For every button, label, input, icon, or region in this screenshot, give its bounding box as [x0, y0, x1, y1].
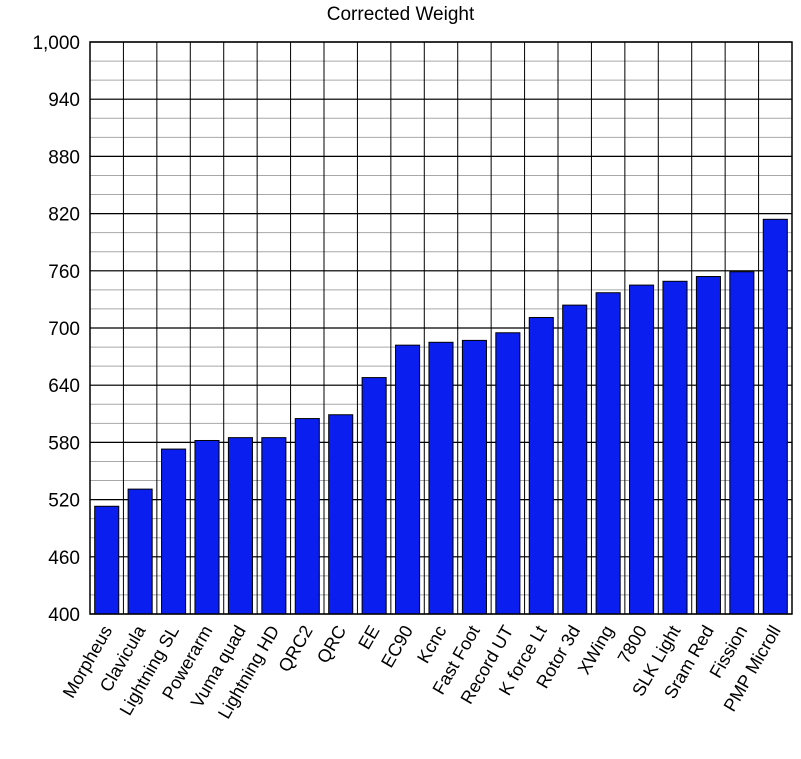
bar-sram-red — [695, 276, 721, 615]
bar-ee — [361, 377, 387, 615]
bars — [94, 218, 788, 615]
y-tick-label: 400 — [48, 605, 80, 626]
x-tick-label: QRC — [313, 622, 350, 667]
y-tick-label: 640 — [48, 376, 80, 397]
x-tick-label: QRC2 — [274, 622, 316, 675]
y-tick-label: 940 — [48, 90, 80, 111]
bar-vuma-quad — [227, 437, 253, 615]
bar-k-force-lt — [528, 317, 554, 615]
bar-slk-light — [662, 280, 688, 615]
bar-pmp-microll — [762, 218, 788, 615]
bar-fission — [729, 271, 755, 615]
chart-title: Corrected Weight — [326, 4, 475, 25]
y-tick-label: 460 — [48, 548, 80, 569]
x-tick-label: EC90 — [377, 622, 417, 671]
bar-7800 — [629, 284, 655, 615]
bar-xwing — [595, 292, 621, 615]
axes — [89, 41, 793, 615]
y-tick-label: 820 — [48, 205, 80, 226]
bar-kcnc — [428, 341, 454, 615]
bar-qrc — [328, 414, 354, 615]
plot-frame — [89, 41, 793, 615]
y-tick-label: 580 — [48, 433, 80, 454]
bar-rotor-3d — [562, 304, 588, 615]
bar-morpheus — [94, 505, 120, 615]
y-tick-label: 880 — [48, 147, 80, 168]
bar-lightning-sl — [161, 448, 187, 615]
bar-fast-foot — [461, 339, 487, 615]
bar-ec90 — [395, 344, 421, 615]
y-tick-label: 700 — [48, 319, 80, 340]
bar-clavicula — [127, 488, 153, 615]
y-tick-label: 1,000 — [32, 33, 80, 54]
bar-powerarm — [194, 439, 220, 615]
y-tick-label: 520 — [48, 491, 80, 512]
x-tick-label: EE — [354, 622, 383, 653]
y-tick-labels: 400 460 520 580 640 700 760 820 880 940 1,000 — [32, 33, 80, 626]
y-tick-label: 760 — [48, 262, 80, 283]
bar-record-ut — [495, 332, 521, 615]
bar-qrc2 — [294, 418, 320, 615]
bar-lightning-hd — [261, 437, 287, 615]
